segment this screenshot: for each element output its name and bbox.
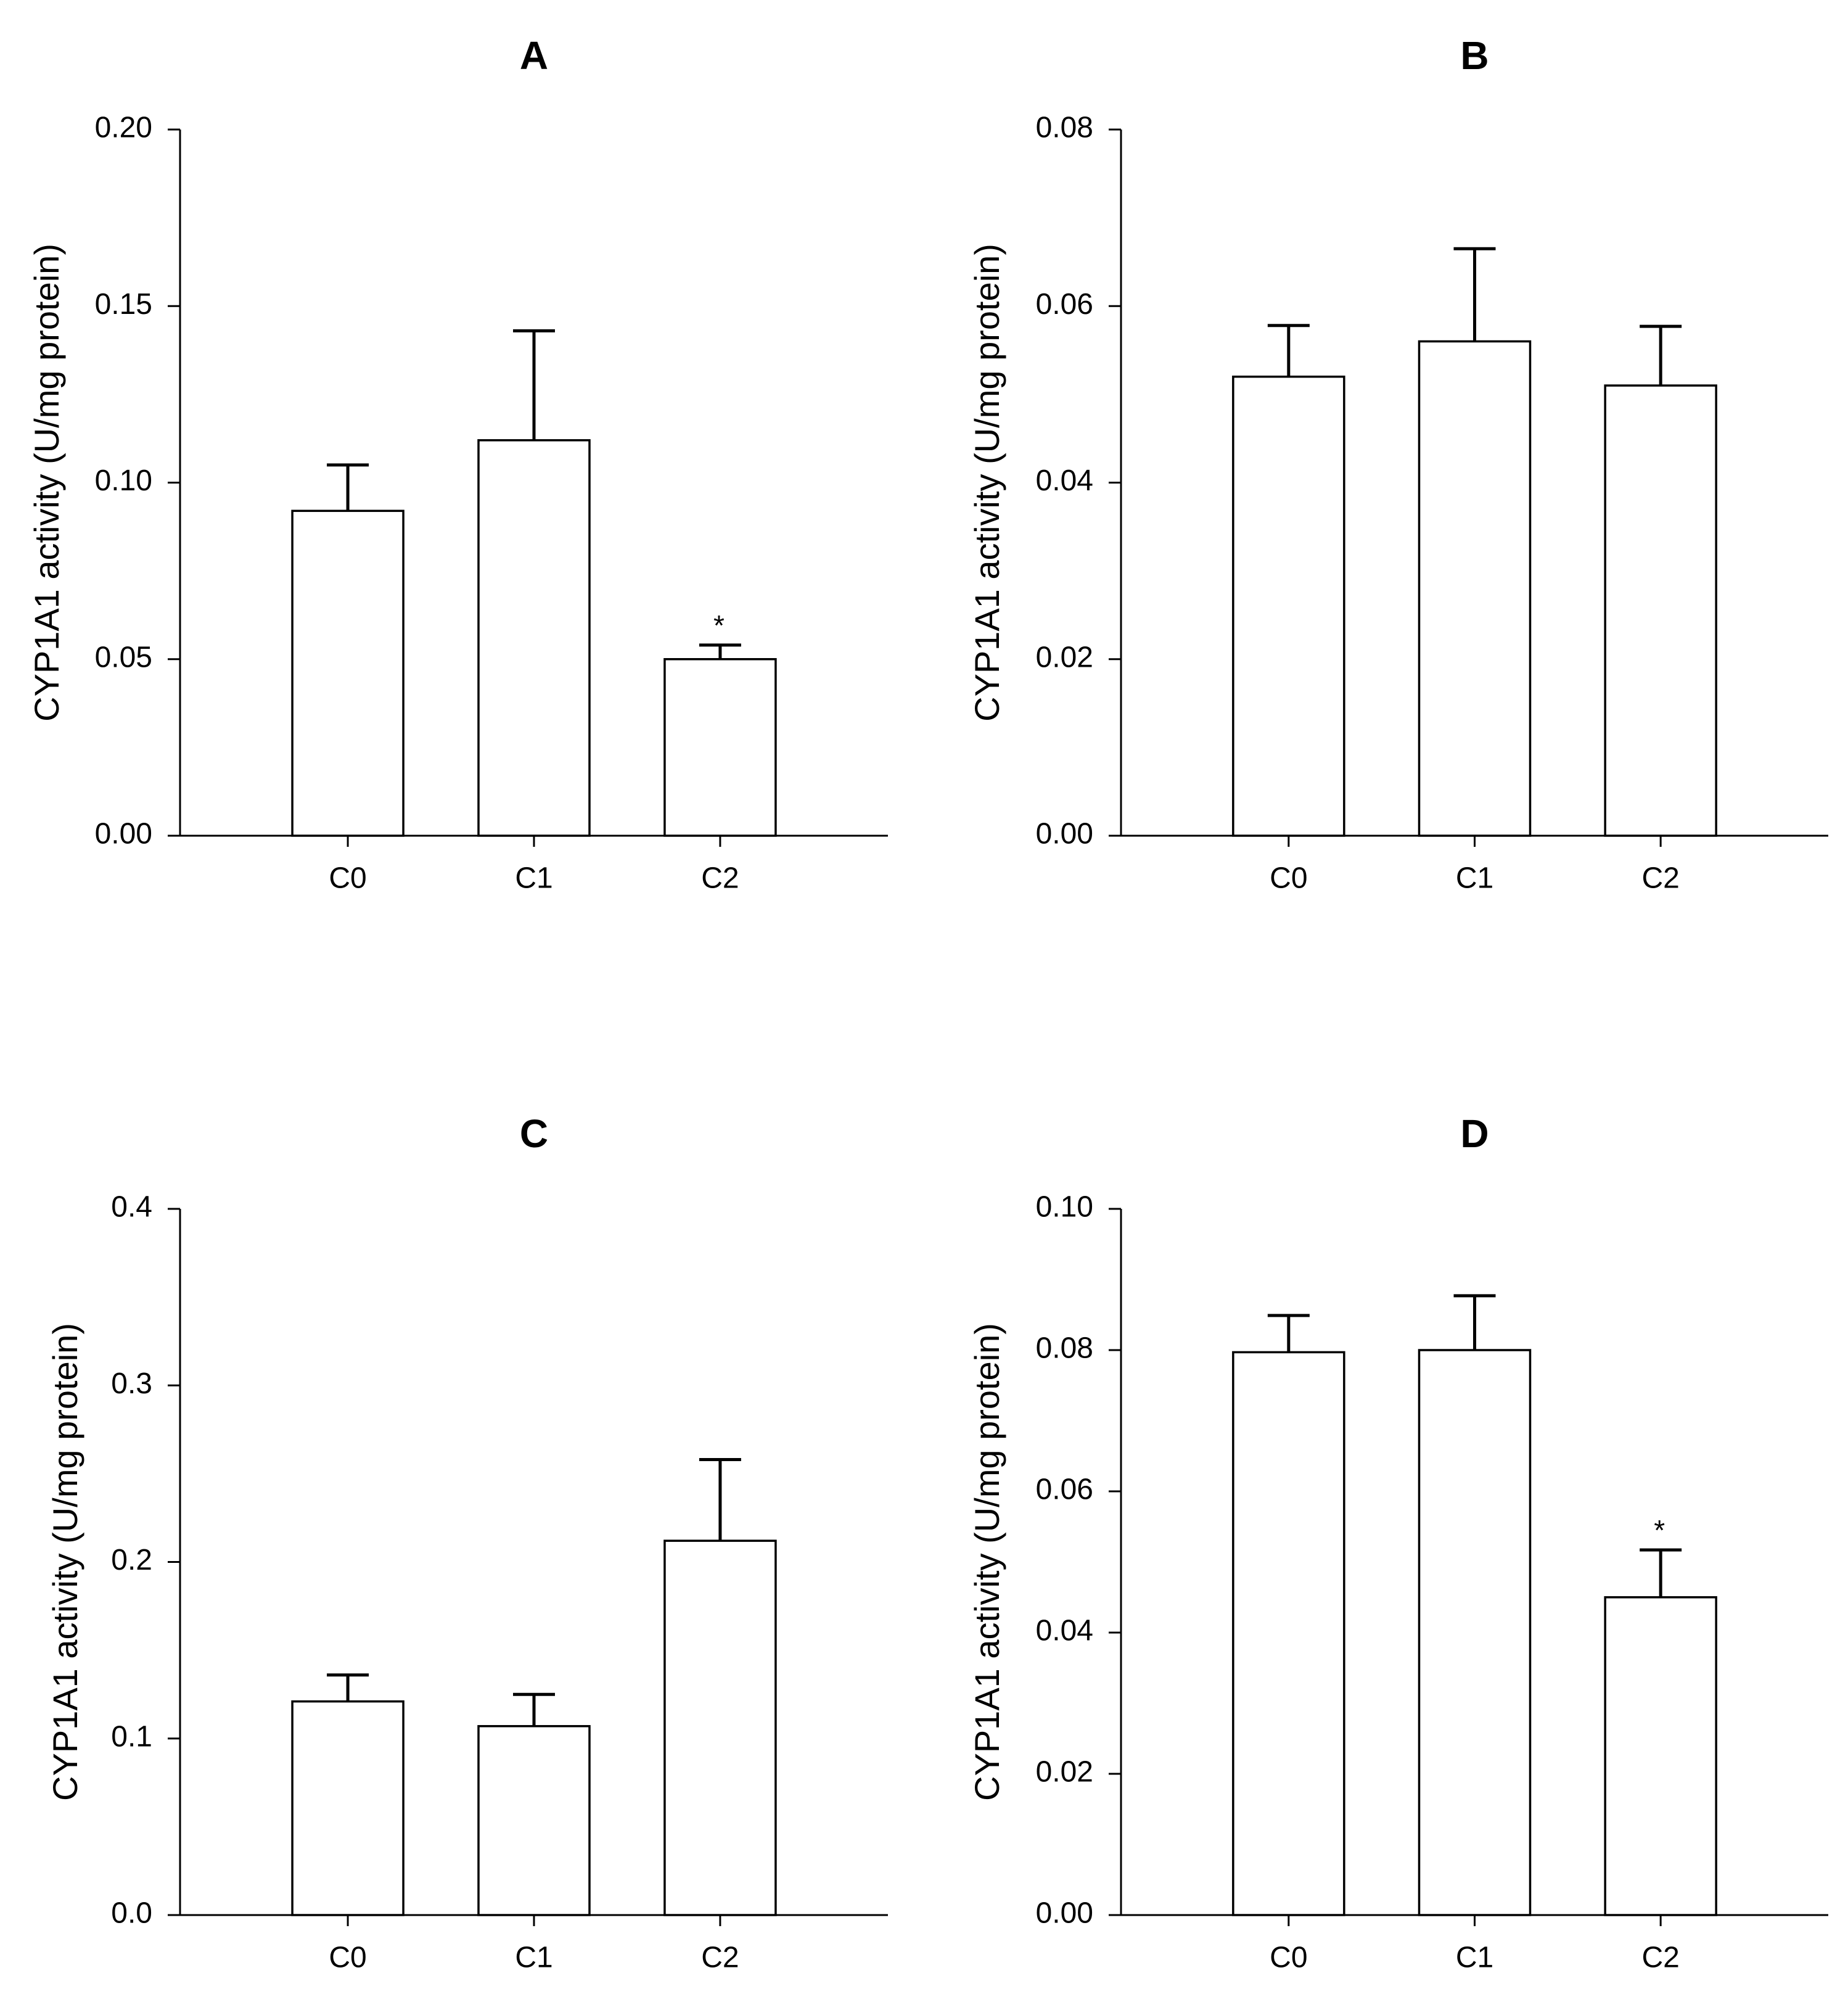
chart-panel-c: C 0.0 0.1 0.2 0.3 0.4 CYP1A1 activity (U/mg pr… [46,1111,888,1974]
x-tick-label-c: C2 [701,1942,739,1974]
y-axis-label-b: CYP1A1 activity (U/mg protein) [967,244,1006,722]
y-tick-label-c: 0.0 [111,1897,152,1930]
error-bar-d-c1 [1453,1294,1496,1350]
significance-mark-d-c2: * [1654,1514,1665,1546]
bar-b-c1 [1418,340,1532,837]
bar-b-c0 [1232,376,1345,837]
bar-c-c1 [477,1724,591,1916]
y-axis-label-c: CYP1A1 activity (U/mg protein) [46,1323,84,1801]
error-bar-d-c2 [1640,1548,1682,1597]
x-tick-label-a: C1 [515,862,552,895]
x-tick-label-b: C2 [1641,862,1679,895]
y-tick-label-c: 0.2 [111,1544,152,1576]
error-bar-a-c2 [699,643,741,659]
y-tick-label-b: 0.00 [1036,818,1093,851]
bar-d-c0 [1232,1351,1345,1916]
y-axis-label-d: CYP1A1 activity (U/mg protein) [967,1323,1006,1801]
error-bar-a-c1 [513,329,555,440]
x-tick-label-a: C0 [329,862,366,895]
x-tick-label-d: C2 [1641,1942,1679,1974]
y-tick-label-d: 0.10 [1036,1191,1093,1224]
y-tick-label-d: 0.08 [1036,1332,1093,1365]
panel-title-a: A [520,33,548,78]
y-tick-label-a: 0.15 [95,288,152,321]
error-bar-b-c1 [1453,247,1496,342]
y-tick-label-b: 0.08 [1036,112,1093,144]
bar-a-c0 [291,509,405,837]
y-tick-label-b: 0.06 [1036,288,1093,321]
error-bar-c-c2 [699,1457,741,1541]
panel-title-c: C [520,1111,548,1156]
y-tick-label-c: 0.1 [111,1720,152,1753]
x-tick-label-d: C0 [1270,1942,1307,1974]
error-bar-c-c0 [327,1673,369,1702]
y-tick-label-c: 0.3 [111,1367,152,1400]
bar-c-c0 [291,1700,405,1916]
bar-d-c2 [1604,1596,1717,1916]
y-axis-label-a: CYP1A1 activity (U/mg protein) [27,244,66,722]
bar-d-c1 [1418,1349,1532,1916]
error-bar-a-c0 [327,463,369,511]
bar-a-c1 [477,439,591,837]
error-bar-b-c2 [1640,324,1682,386]
chart-panel-d: D 0.00 0.02 0.04 0.06 0.08 0.10 CYP1A1 activity… [967,1111,1828,1974]
error-bar-b-c0 [1267,324,1310,377]
bar-a-c2 [663,658,777,837]
y-tick-label-a: 0.10 [95,464,152,497]
panel-title-d: D [1460,1111,1489,1156]
y-tick-label-d: 0.02 [1036,1756,1093,1789]
x-tick-label-c: C0 [329,1942,366,1974]
y-tick-label-c: 0.4 [111,1191,152,1224]
x-tick-label-b: C0 [1270,862,1307,895]
error-bar-c-c1 [513,1692,555,1726]
x-tick-label-a: C2 [701,862,739,895]
y-tick-label-a: 0.05 [95,641,152,674]
x-tick-label-d: C1 [1456,1942,1493,1974]
y-tick-label-b: 0.04 [1036,464,1093,497]
bar-b-c2 [1604,384,1717,837]
y-tick-label-d: 0.06 [1036,1473,1093,1506]
significance-mark-a-c2: * [713,609,725,641]
x-tick-label-b: C1 [1456,862,1493,895]
bar-c-c2 [663,1539,777,1916]
chart-panel-a: A 0.00 0.05 0.10 0.15 0.20 CYP1A1 activity (U/… [27,33,888,895]
y-tick-label-d: 0.04 [1036,1615,1093,1647]
y-tick-label-b: 0.02 [1036,641,1093,674]
panel-title-b: B [1460,33,1489,78]
y-tick-label-a: 0.20 [95,112,152,144]
x-tick-label-c: C1 [515,1942,552,1974]
error-bar-d-c0 [1267,1314,1310,1353]
chart-panel-b: B 0.00 0.02 0.04 0.06 0.08 CYP1A1 activity (U/… [967,33,1828,895]
y-tick-label-a: 0.00 [95,818,152,851]
y-tick-label-d: 0.00 [1036,1897,1093,1930]
